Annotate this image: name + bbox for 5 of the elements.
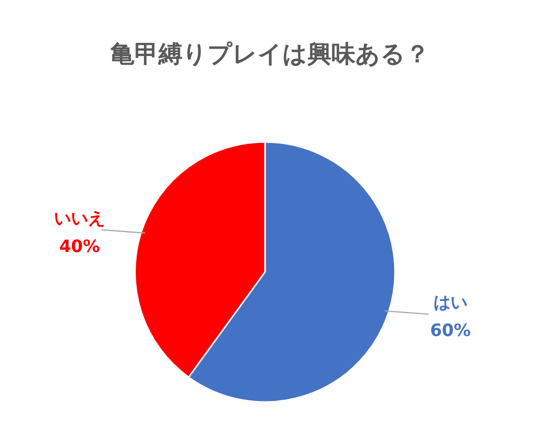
- slice-label: はい: [433, 293, 468, 314]
- data-label: 60%: [430, 321, 471, 342]
- chart-title: 亀甲縛りプレイは興味ある？: [110, 40, 430, 68]
- slice-label: いいえ: [54, 208, 106, 229]
- data-label: 40%: [59, 236, 100, 257]
